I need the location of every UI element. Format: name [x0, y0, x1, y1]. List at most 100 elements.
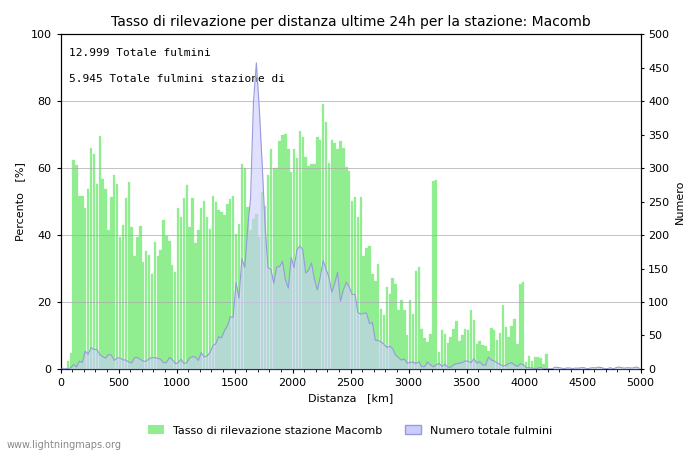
Bar: [284, 135, 286, 369]
Bar: [330, 140, 333, 369]
Bar: [536, 357, 539, 369]
Bar: [148, 256, 150, 369]
Bar: [102, 180, 104, 369]
Bar: [267, 176, 270, 369]
Bar: [394, 284, 397, 369]
Bar: [171, 265, 174, 369]
Bar: [186, 185, 188, 369]
Title: Tasso di rilevazione per distanza ultime 24h per la stazione: Macomb: Tasso di rilevazione per distanza ultime…: [111, 15, 591, 29]
Bar: [220, 212, 223, 369]
Bar: [398, 310, 400, 369]
Text: www.lightningmaps.org: www.lightningmaps.org: [7, 440, 122, 450]
Bar: [328, 163, 330, 369]
Bar: [499, 333, 501, 369]
Bar: [226, 204, 229, 369]
Bar: [162, 220, 164, 369]
Bar: [545, 355, 547, 369]
Bar: [272, 168, 275, 369]
Bar: [389, 294, 391, 369]
Bar: [249, 230, 252, 369]
Bar: [122, 225, 124, 369]
Bar: [522, 282, 524, 369]
Bar: [119, 237, 121, 369]
Bar: [153, 242, 156, 369]
Bar: [69, 353, 72, 369]
Bar: [418, 267, 420, 369]
Bar: [444, 334, 446, 369]
Bar: [365, 248, 368, 369]
Text: 12.999 Totale fulmini: 12.999 Totale fulmini: [69, 48, 211, 58]
Bar: [203, 201, 205, 369]
Bar: [383, 315, 385, 369]
Bar: [414, 271, 417, 369]
Bar: [295, 158, 298, 369]
Bar: [188, 227, 191, 369]
Bar: [72, 160, 75, 369]
Bar: [252, 219, 255, 369]
Bar: [490, 328, 493, 369]
Bar: [377, 264, 379, 369]
Bar: [345, 167, 347, 369]
Bar: [325, 122, 327, 369]
Bar: [307, 166, 310, 369]
Bar: [246, 207, 249, 369]
Bar: [441, 330, 443, 369]
Bar: [516, 344, 519, 369]
Bar: [214, 202, 217, 369]
Bar: [107, 230, 110, 369]
Bar: [78, 196, 81, 369]
Bar: [348, 171, 351, 369]
Bar: [502, 305, 504, 369]
Y-axis label: Numero: Numero: [675, 180, 685, 224]
Bar: [461, 335, 463, 369]
Bar: [87, 189, 90, 369]
Bar: [264, 206, 266, 369]
Bar: [438, 352, 440, 369]
Legend: Tasso di rilevazione stazione Macomb, Numero totale fulmini: Tasso di rilevazione stazione Macomb, Nu…: [143, 421, 557, 440]
Bar: [449, 338, 452, 369]
Bar: [473, 320, 475, 369]
Bar: [386, 288, 388, 369]
Bar: [81, 196, 83, 369]
Bar: [368, 246, 371, 369]
Bar: [455, 321, 458, 369]
Bar: [310, 164, 313, 369]
Bar: [452, 328, 455, 369]
Bar: [391, 278, 394, 369]
Bar: [258, 237, 260, 369]
Bar: [340, 141, 342, 369]
Bar: [99, 135, 101, 369]
Y-axis label: Percento   [%]: Percento [%]: [15, 162, 25, 241]
Bar: [505, 328, 507, 369]
Bar: [319, 140, 321, 369]
Bar: [400, 301, 402, 369]
Bar: [255, 214, 258, 369]
Bar: [183, 198, 185, 369]
Bar: [191, 198, 194, 369]
Bar: [354, 197, 356, 369]
Bar: [142, 262, 144, 369]
Bar: [110, 197, 113, 369]
Bar: [412, 314, 414, 369]
Bar: [542, 364, 545, 369]
Bar: [464, 328, 466, 369]
Bar: [470, 310, 473, 369]
Bar: [484, 346, 486, 369]
Bar: [371, 274, 374, 369]
Bar: [160, 250, 162, 369]
Bar: [519, 284, 522, 369]
Bar: [508, 338, 510, 369]
Bar: [316, 137, 318, 369]
Bar: [116, 184, 118, 369]
Bar: [229, 199, 232, 369]
Bar: [234, 234, 237, 369]
Bar: [232, 196, 235, 369]
Bar: [157, 256, 159, 369]
Bar: [150, 274, 153, 369]
Bar: [435, 180, 438, 369]
Bar: [406, 335, 408, 369]
Bar: [244, 167, 246, 369]
X-axis label: Distanza   [km]: Distanza [km]: [308, 393, 393, 404]
Bar: [426, 342, 428, 369]
Bar: [241, 164, 243, 369]
